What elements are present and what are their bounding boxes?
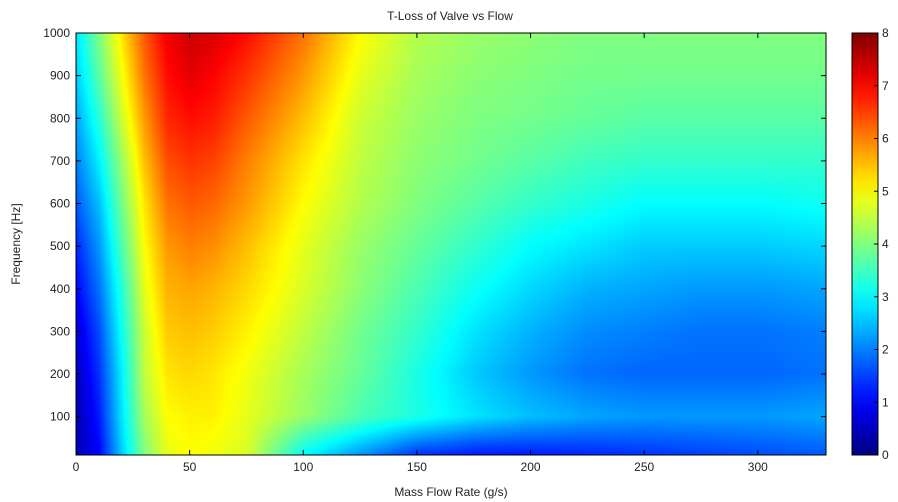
colorbar-tick-label: 3 — [882, 290, 889, 304]
plot-frame — [75, 32, 827, 456]
colorbar-tick-label: 1 — [882, 395, 889, 409]
x-tick-label: 50 — [183, 460, 197, 474]
x-tick-label: 200 — [521, 460, 541, 474]
y-tick-label: 900 — [50, 69, 70, 83]
heatmap-canvas — [76, 33, 826, 455]
y-tick-label: 100 — [50, 410, 70, 424]
x-tick-label: 0 — [73, 460, 80, 474]
colorbar-tick-label: 6 — [882, 132, 889, 146]
x-tick-label: 150 — [407, 460, 427, 474]
heatmap-plot-area — [75, 32, 827, 456]
colorbar-ticks: 0 1 2 3 4 5 6 7 8 — [874, 26, 889, 462]
colorbar-tick-label: 7 — [882, 79, 889, 93]
x-axis: 0 50 100 150 200 250 300 — [73, 33, 768, 474]
y-axis-title: Frequency [Hz] — [9, 203, 23, 284]
colorbar-tick-label: 5 — [882, 184, 889, 198]
y-tick-label: 600 — [50, 197, 70, 211]
x-tick-label: 300 — [748, 460, 768, 474]
colorbar-tick-label: 2 — [882, 343, 889, 357]
colorbar-tick-label: 8 — [882, 26, 889, 40]
y-tick-label: 400 — [50, 282, 70, 296]
x-tick-label: 250 — [634, 460, 654, 474]
y-tick-label: 500 — [50, 239, 70, 253]
x-tick-label: 100 — [293, 460, 313, 474]
y-tick-label: 200 — [50, 367, 70, 381]
y-tick-label: 300 — [50, 324, 70, 338]
colorbar-tick-label: 4 — [882, 237, 889, 251]
colorbar-gradient — [852, 33, 878, 455]
y-tick-label: 800 — [50, 111, 70, 125]
colorbar: 0 1 2 3 4 5 6 7 8 — [851, 26, 889, 462]
y-tick-label: 1000 — [43, 26, 70, 40]
y-axis: 100 200 300 400 500 600 700 800 900 1000 — [43, 26, 826, 424]
chart-title: T-Loss of Valve vs Flow — [387, 9, 513, 23]
x-axis-title: Mass Flow Rate (g/s) — [394, 485, 507, 499]
y-tick-label: 700 — [50, 154, 70, 168]
colorbar-tick-label: 0 — [882, 448, 889, 462]
